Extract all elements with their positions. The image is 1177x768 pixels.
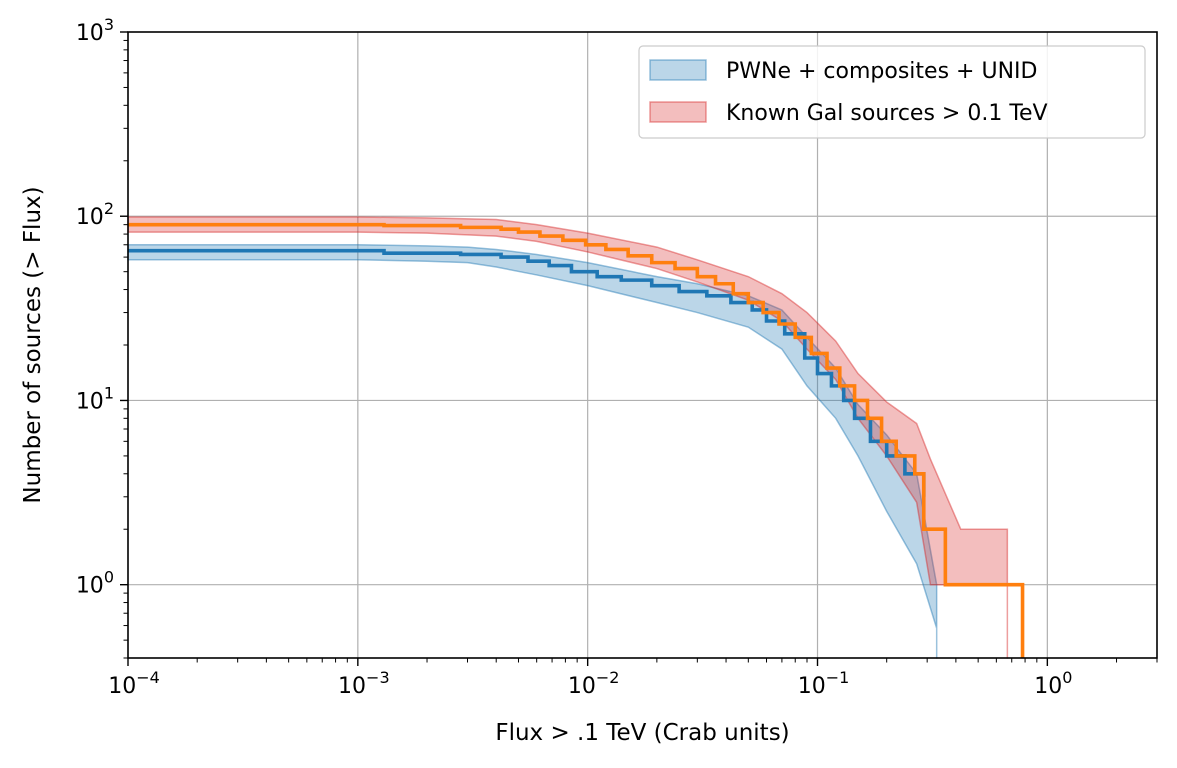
y-tick-label: 100	[76, 568, 114, 599]
step-line-0	[128, 248, 926, 497]
legend-box	[638, 45, 1146, 139]
ticks: 10−4 10−3 10−2 10−1 100 100 101 102 103	[76, 15, 1158, 699]
legend-label-pwne: PWNe + composites + UNID	[726, 59, 1037, 84]
legend-swatch-known-gal	[649, 101, 707, 123]
x-tick-label: 10−3	[338, 668, 390, 699]
y-axis-label: Number of sources (> Flux)	[20, 186, 46, 503]
legend-swatch-pwne	[649, 59, 707, 81]
x-axis-label: Flux > .1 TeV (Crab units)	[495, 720, 789, 746]
step-lines	[128, 222, 1025, 658]
y-tick-label: 103	[76, 15, 114, 46]
band-1	[127, 216, 1009, 659]
band-0	[127, 244, 938, 659]
x-tick-label: 10−1	[798, 668, 850, 699]
x-tick-label: 10−4	[108, 668, 160, 699]
step-line-1	[128, 222, 1025, 658]
x-tick-label: 10−2	[568, 668, 620, 699]
y-tick-label: 101	[76, 383, 114, 414]
legend-label-known-gal: Known Gal sources > 0.1 TeV	[726, 101, 1048, 126]
y-tick-label: 102	[76, 199, 114, 230]
x-tick-label: 100	[1034, 668, 1072, 699]
legend: PWNe + composites + UNID Known Gal sourc…	[638, 45, 1146, 139]
uncertainty-bands	[127, 216, 1009, 659]
